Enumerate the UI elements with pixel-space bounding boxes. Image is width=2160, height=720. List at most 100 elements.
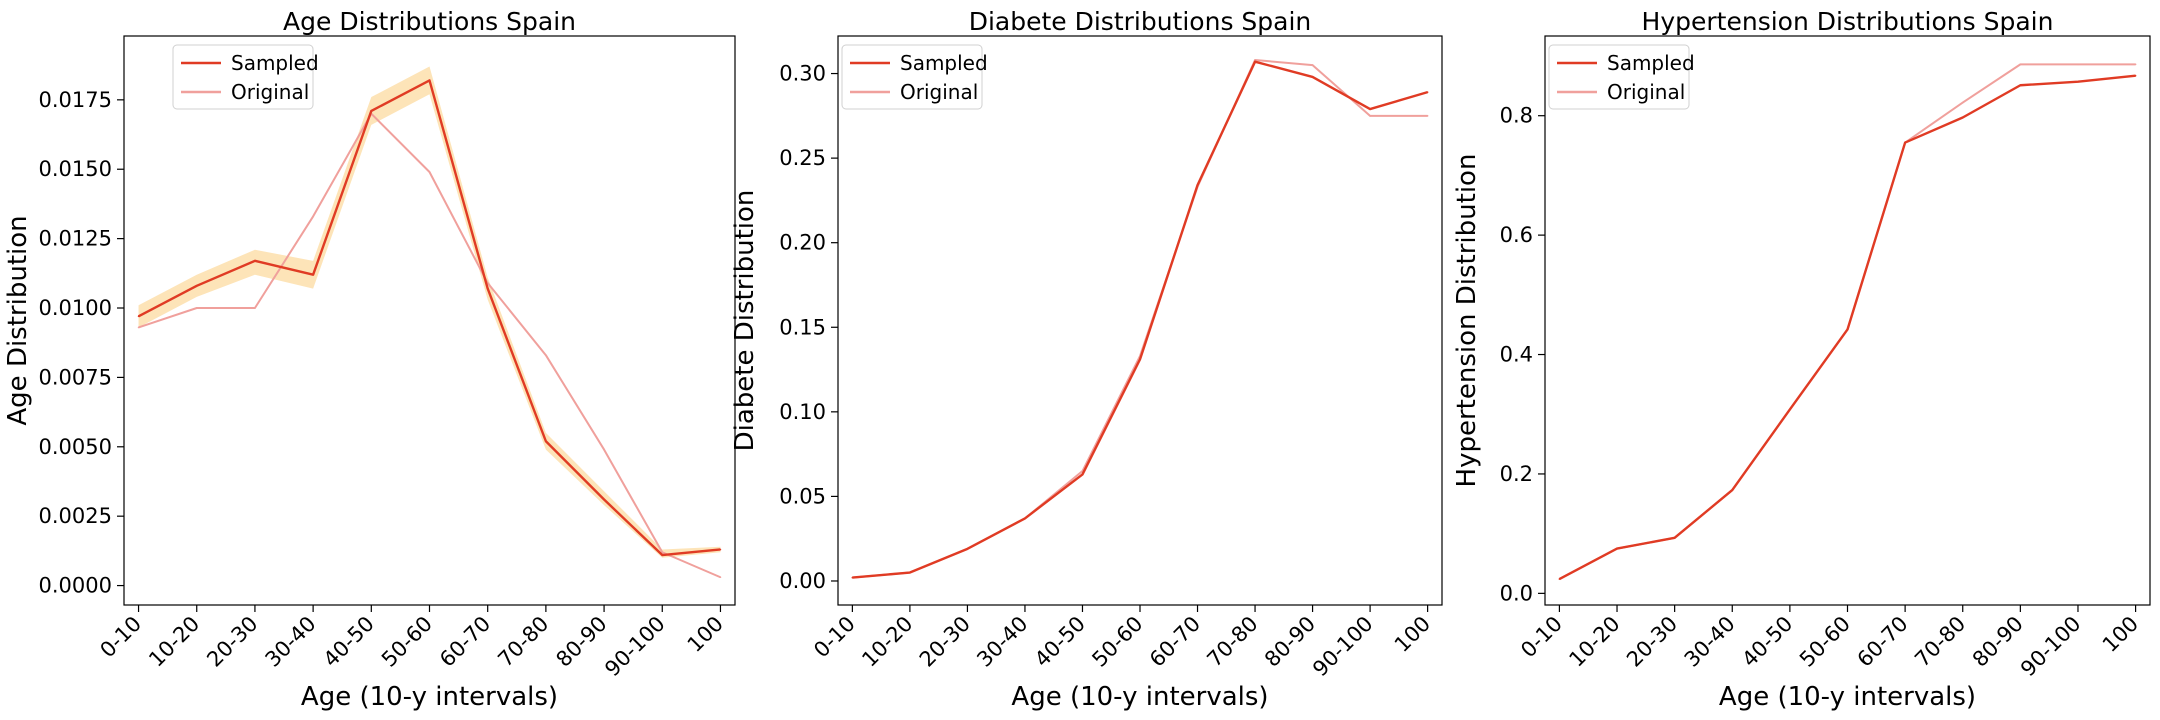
data-point-sampled [1139,358,1141,361]
data-point-sampled [1254,60,1256,63]
data-point-sampled [1789,408,1791,411]
data-point-original [137,326,140,329]
y-tick-label: 0.30 [779,62,826,86]
y-tick-label: 0.0 [1500,581,1533,605]
data-point-sampled [1369,108,1371,110]
data-point-sampled [909,571,911,574]
chart-title: Diabete Distributions Spain [969,7,1312,36]
legend-label-sampled: Sampled [900,51,988,75]
data-point-original [545,354,547,357]
x-tick-label: 50-60 [1795,612,1855,672]
y-axis-label: Diabete Distribution [730,190,760,452]
data-point-original [254,307,256,309]
series-line-original [1558,63,2136,580]
x-tick-label: 60-70 [1853,612,1913,672]
data-point-original [1426,115,1429,117]
x-tick-label: 10-20 [144,612,204,672]
data-point-sampled [370,110,373,112]
data-point-sampled [1673,537,1676,539]
y-tick-label: 0.20 [779,231,826,255]
x-axis-label: Age (10-y intervals) [1011,682,1268,712]
data-point-sampled [2134,74,2137,77]
x-axis-label: Age (10-y intervals) [301,682,558,712]
data-point-sampled [254,260,256,262]
series-line-sampled [137,79,721,557]
x-tick-label: 70-80 [1202,612,1262,672]
x-tick-label: 20-30 [202,612,262,672]
data-point-sampled [1024,517,1026,520]
x-tick-label: 40-50 [319,612,379,672]
data-point-sampled [2077,80,2079,83]
data-point-sampled [312,273,314,276]
data-point-sampled [1731,489,1734,491]
data-point-sampled [545,440,547,443]
chart-title: Age Distributions Spain [283,7,576,36]
y-tick-label: 0.0175 [39,88,112,112]
y-tick-label: 0.8 [1500,104,1533,128]
data-point-original [312,215,314,218]
legend: Sampled Original [841,44,988,110]
y-tick-label: 0.0150 [39,157,112,181]
x-tick-label: 100 [1390,612,1435,657]
data-point-original [428,171,431,173]
data-point-sampled [195,285,198,287]
chart-panel-3: Hypertension Distributions Spain 0.0 0.2 0.… [1452,7,2151,712]
y-tick-label: 0.6 [1500,223,1533,247]
data-point-sampled [1311,76,1314,78]
y-tick-label: 0.0125 [39,227,112,251]
y-tick-label: 0.05 [779,484,826,508]
series-line-sampled [1558,74,2136,581]
y-tick-label: 0.0025 [39,504,112,528]
legend: Sampled Original [172,44,319,110]
data-point-original [719,576,722,579]
series-line-original [138,112,721,579]
legend-label-original: Original [900,80,978,104]
data-point-original [1311,64,1314,66]
x-tick-label: 100 [683,612,728,657]
x-tick-label: 60-70 [435,612,495,672]
data-point-sampled [661,554,664,556]
legend-label-original: Original [231,80,309,104]
data-point-sampled [2019,84,2022,87]
x-tick-label: 90-100 [2016,612,2086,682]
data-point-sampled [1846,328,1849,331]
x-tick-label: 70-80 [1910,612,1970,672]
legend: Sampled Original [1548,44,1695,110]
y-tick-label: 0.0050 [39,435,112,459]
plot-frame [837,35,1443,606]
x-tick-label: 100 [2098,612,2143,657]
data-point-sampled [1616,547,1618,550]
data-point-original [1254,59,1256,61]
y-tick-label: 0.0000 [39,574,112,598]
x-tick-label: 0-10 [1516,612,1567,663]
data-point-sampled [1904,141,1906,144]
legend-label-sampled: Sampled [231,51,319,75]
x-tick-label: 0-10 [95,612,146,663]
data-point-sampled [966,548,969,550]
data-point-sampled [603,498,605,501]
y-tick-label: 0.10 [779,400,826,424]
x-tick-label: 40-50 [1030,612,1090,672]
x-tick-label: 60-70 [1145,612,1205,672]
data-point-sampled [1426,91,1429,93]
x-tick-label: 50-60 [1087,612,1147,672]
legend-label-sampled: Sampled [1607,51,1695,75]
x-tick-label: 30-40 [972,612,1032,672]
x-tick-label: 50-60 [377,612,437,672]
data-point-sampled [1558,578,1561,580]
data-point-original [1369,115,1371,117]
x-tick-label: 20-30 [1622,612,1682,672]
y-tick-label: 0.00 [779,569,826,593]
data-point-sampled [719,548,722,551]
y-tick-label: 0.0100 [39,296,112,320]
x-tick-label: 30-40 [261,612,321,672]
x-tick-label: 10-20 [1564,612,1624,672]
data-point-sampled [1961,116,1964,119]
x-tick-label: 20-30 [915,612,975,672]
x-tick-label: 70-80 [493,612,553,672]
y-tick-label: 0.0075 [39,365,112,389]
data-point-original [2134,63,2137,66]
chart-panel-2: Diabete Distributions Spain 0.00 0.05 0.10 0… [730,7,1443,712]
data-point-original [195,307,198,309]
